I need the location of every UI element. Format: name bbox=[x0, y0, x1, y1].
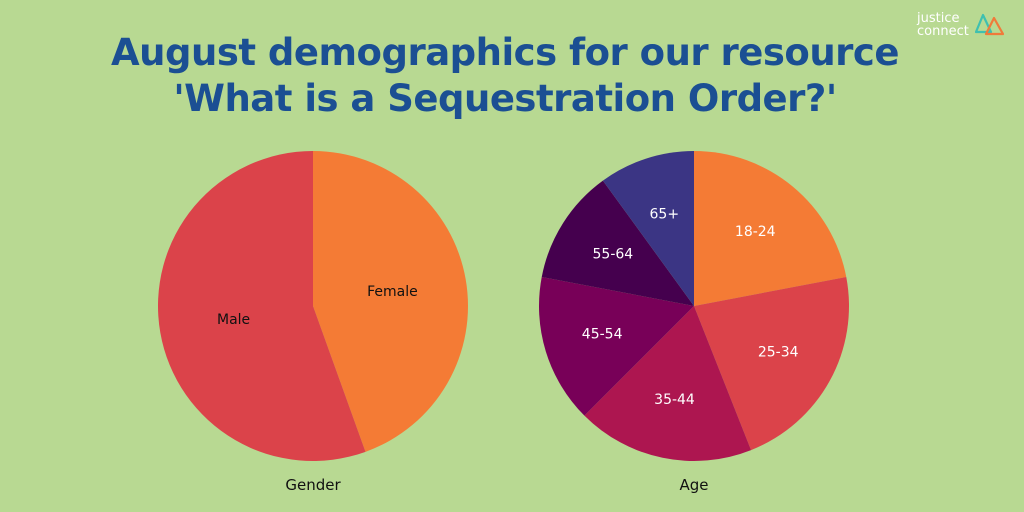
logo-wordmark: justice connect bbox=[917, 12, 969, 38]
slice-label-25-34: 25-34 bbox=[758, 344, 799, 360]
gender-chart-label: Gender bbox=[285, 476, 341, 494]
logo-line-1: justice bbox=[917, 11, 960, 26]
age-chart-label: Age bbox=[679, 476, 708, 494]
pie-slice-male bbox=[157, 151, 366, 461]
gender-pie: Female Male Gender bbox=[157, 151, 468, 494]
slice-label-55-64: 55-64 bbox=[593, 247, 634, 263]
pie-slice-55-64 bbox=[541, 180, 694, 306]
slice-label-18-24: 18-24 bbox=[735, 224, 776, 240]
chart-title: August demographics for our resource 'Wh… bbox=[0, 30, 1010, 122]
pie-slice-25-34 bbox=[694, 276, 849, 451]
age-pie: 18-24 25-34 35-44 45-54 55-64 65+ Age bbox=[538, 151, 849, 494]
logo-line-2: connect bbox=[917, 24, 969, 39]
slice-label-female: Female bbox=[367, 284, 418, 300]
triangle-logo-icon bbox=[975, 13, 1005, 36]
slice-label-45-54: 45-54 bbox=[582, 326, 623, 342]
slice-label-35-44: 35-44 bbox=[654, 392, 695, 408]
pie-slice-45-54 bbox=[538, 276, 694, 416]
pie-slice-18-24 bbox=[694, 151, 847, 306]
pie-slice-35-44 bbox=[584, 306, 752, 461]
pie-slice-female bbox=[313, 151, 468, 452]
slice-label-65-: 65+ bbox=[650, 207, 680, 223]
pie-slice-65- bbox=[602, 151, 694, 306]
slice-label-male: Male bbox=[217, 312, 250, 328]
title-line-1: August demographics for our resource bbox=[111, 31, 899, 74]
title-line-2: 'What is a Sequestration Order?' bbox=[173, 77, 837, 120]
justice-connect-logo: justice connect bbox=[917, 12, 1017, 54]
